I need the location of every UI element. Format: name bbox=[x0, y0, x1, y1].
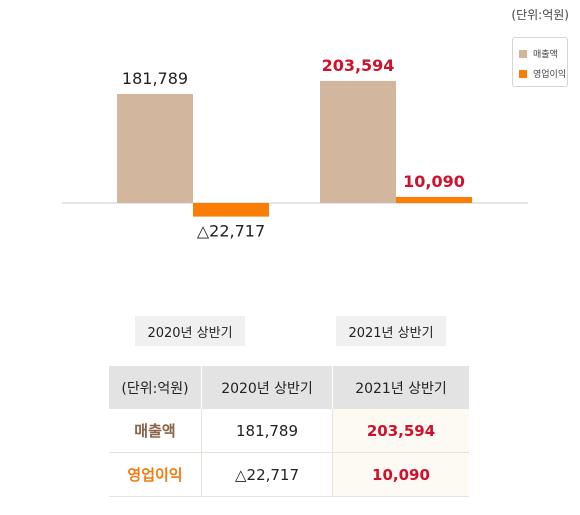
bar-sales-2021 bbox=[320, 80, 396, 203]
cell-sales-2021: 203,594 bbox=[332, 409, 469, 453]
cell-sales-2020: 181,789 bbox=[201, 409, 333, 453]
cell-operating-profit-2021: 10,090 bbox=[332, 452, 469, 497]
legend-swatch-sales bbox=[519, 49, 527, 58]
bar-operating-profit-2020 bbox=[193, 203, 269, 217]
data-label-sales-2020: 181,789 bbox=[122, 69, 188, 88]
bar-sales-2020 bbox=[117, 94, 193, 203]
legend-item-operating-profit: 영업이익 bbox=[519, 67, 566, 80]
unit-label: (단위:억원) bbox=[511, 8, 569, 22]
chart-legend: 매출액 영업이익 bbox=[512, 37, 568, 87]
table-row-operating-profit: 영업이익 △22,717 10,090 bbox=[109, 452, 469, 497]
table-header-unit: (단위:억원) bbox=[109, 366, 202, 409]
data-label-sales-2021: 203,594 bbox=[322, 56, 395, 75]
table-row-sales: 매출액 181,789 203,594 bbox=[109, 409, 469, 453]
table-header-2020: 2020년 상반기 bbox=[201, 366, 333, 409]
legend-label-sales: 매출액 bbox=[533, 50, 558, 60]
bar-operating-profit-2021 bbox=[396, 196, 472, 203]
table-header-row: (단위:억원) 2020년 상반기 2021년 상반기 bbox=[109, 366, 469, 409]
data-label-operating-profit-2020: △22,717 bbox=[197, 222, 265, 241]
category-label-2021: 2021년 상반기 bbox=[336, 316, 446, 346]
legend-label-operating-profit: 영업이익 bbox=[533, 70, 567, 80]
cell-operating-profit-2020: △22,717 bbox=[201, 452, 333, 497]
category-label-2020: 2020년 상반기 bbox=[135, 316, 245, 346]
row-label-sales: 매출액 bbox=[109, 409, 202, 453]
table-header-2021: 2021년 상반기 bbox=[332, 366, 469, 409]
row-label-operating-profit: 영업이익 bbox=[109, 452, 202, 497]
legend-swatch-operating-profit bbox=[519, 69, 527, 78]
data-label-operating-profit-2021: 10,090 bbox=[403, 172, 465, 191]
bar-chart: 181,789 △22,717 203,594 10,090 bbox=[62, 56, 528, 241]
legend-item-sales: 매출액 bbox=[519, 47, 558, 60]
summary-table: (단위:억원) 2020년 상반기 2021년 상반기 매출액 181,789 … bbox=[109, 366, 469, 497]
